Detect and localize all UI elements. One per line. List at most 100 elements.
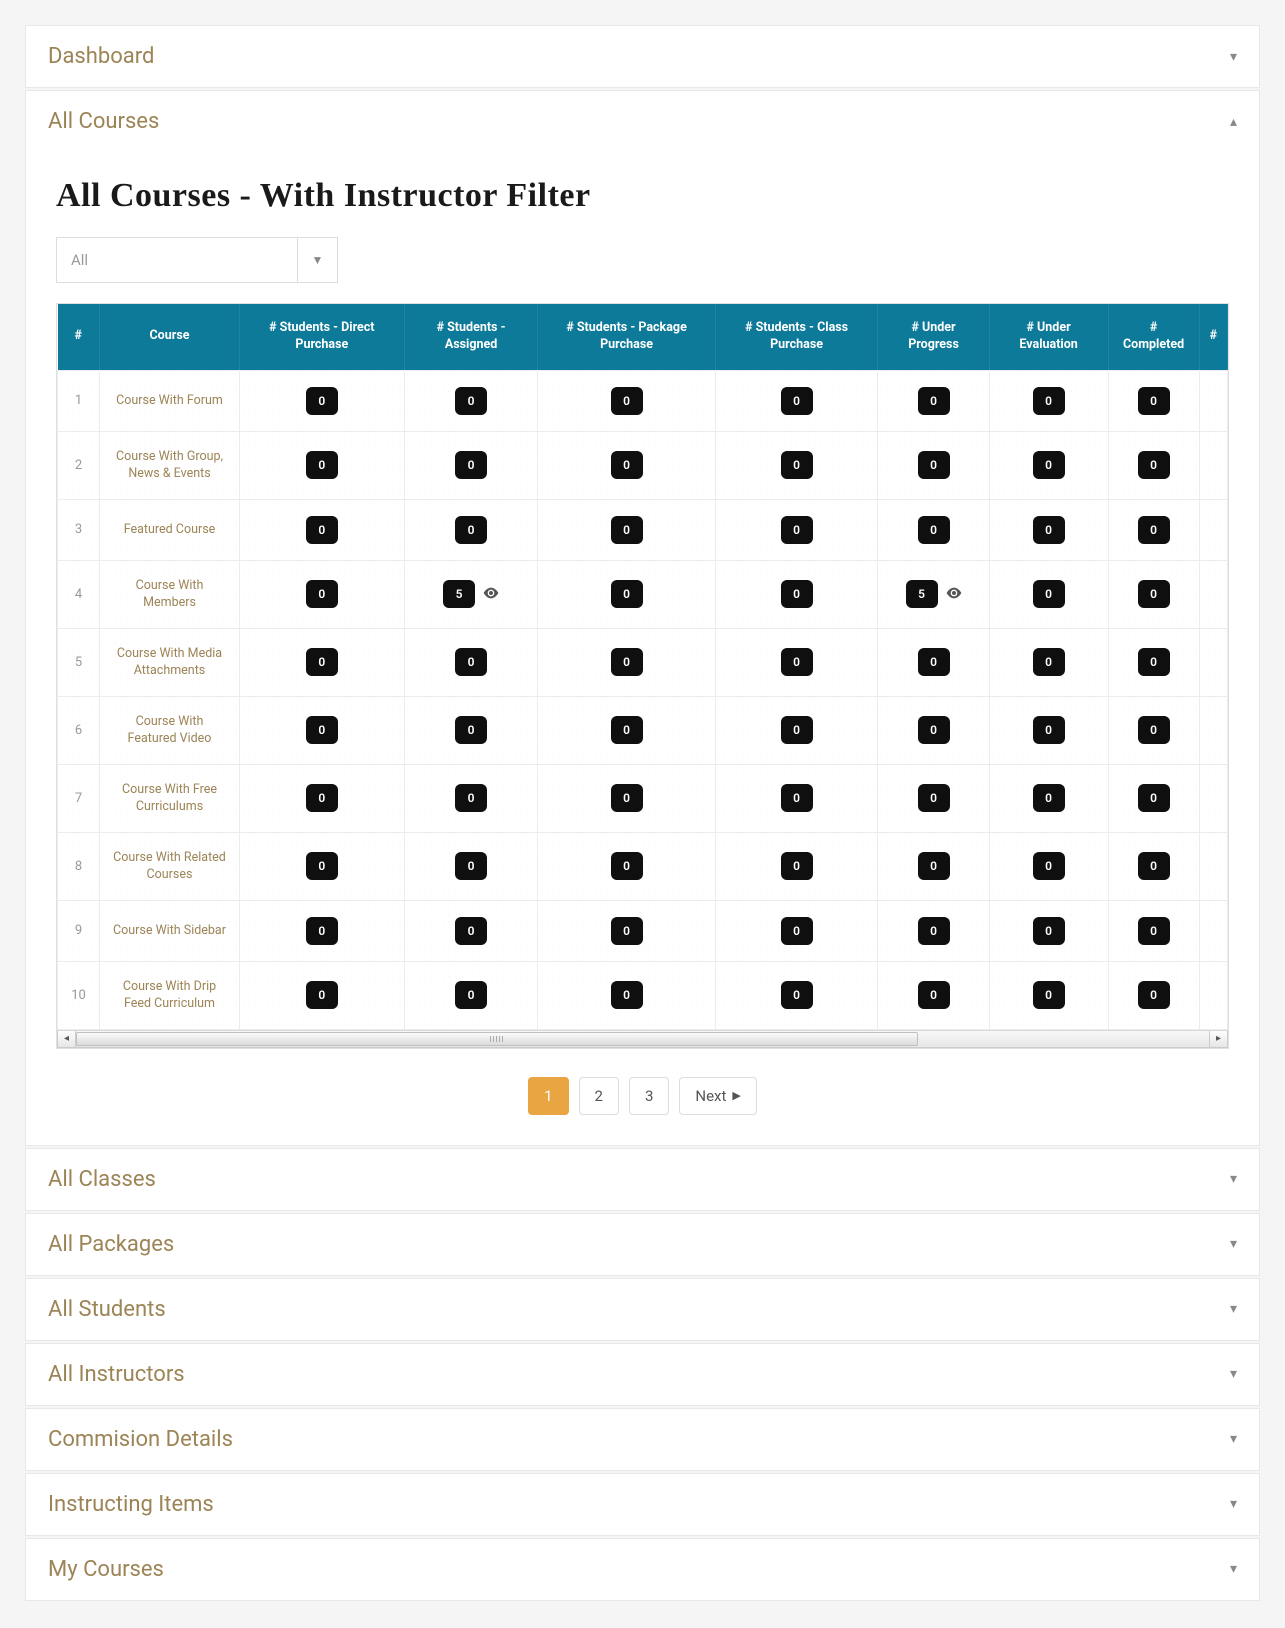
count-badge: 0 <box>306 451 338 479</box>
table-row: 1Course With Forum0000000 <box>58 370 1228 431</box>
accordion-item-dashboard: Dashboard ▾ <box>25 25 1260 88</box>
course-name-cell[interactable]: Course With Related Courses <box>100 832 240 900</box>
course-name-cell[interactable]: Course With Sidebar <box>100 900 240 961</box>
metric-cell: 0 <box>715 628 878 696</box>
count-badge: 5 <box>443 580 475 608</box>
table-row: 3Featured Course0000000 <box>58 499 1228 560</box>
count-badge: 0 <box>781 648 813 676</box>
accordion-body-all-courses: All Courses - With Instructor Filter All… <box>26 152 1259 1145</box>
metric-cell: 0 <box>538 764 715 832</box>
count-badge: 0 <box>918 387 950 415</box>
eye-icon[interactable] <box>946 587 962 603</box>
chevron-up-icon: ▴ <box>1230 114 1237 130</box>
count-badge: 0 <box>455 981 487 1009</box>
metric-cell: 0 <box>240 961 405 1029</box>
accordion-label: Dashboard <box>48 44 154 69</box>
chevron-down-icon: ▾ <box>1230 49 1237 65</box>
metric-cell: 0 <box>1108 560 1199 628</box>
overflow-cell <box>1199 900 1227 961</box>
count-badge: 0 <box>1138 451 1170 479</box>
overflow-cell <box>1199 560 1227 628</box>
metric-cell: 0 <box>715 431 878 499</box>
count-badge: 0 <box>918 451 950 479</box>
course-name-cell[interactable]: Course With Group, News & Events <box>100 431 240 499</box>
metric-cell: 0 <box>715 370 878 431</box>
metric-cell: 0 <box>240 900 405 961</box>
accordion-header-all-packages[interactable]: All Packages ▾ <box>26 1214 1259 1275</box>
course-name-cell[interactable]: Course With Forum <box>100 370 240 431</box>
count-badge: 0 <box>1033 917 1065 945</box>
count-badge: 0 <box>306 784 338 812</box>
course-name-cell[interactable]: Course With Drip Feed Curriculum <box>100 961 240 1029</box>
course-name-cell[interactable]: Featured Course <box>100 499 240 560</box>
metric-cell: 0 <box>1108 832 1199 900</box>
accordion-header-instructing-items[interactable]: Instructing Items ▾ <box>26 1474 1259 1535</box>
accordion-item-commission-details: Commision Details ▾ <box>25 1408 1260 1471</box>
row-index: 6 <box>58 696 100 764</box>
course-name-cell[interactable]: Course With Featured Video <box>100 696 240 764</box>
row-index: 2 <box>58 431 100 499</box>
page-button-1[interactable]: 1 <box>528 1077 568 1115</box>
horizontal-scrollbar[interactable]: ◂ ▸ <box>57 1030 1228 1048</box>
metric-cell: 0 <box>240 370 405 431</box>
table-row: 4Course With Members0500500 <box>58 560 1228 628</box>
accordion-header-commission-details[interactable]: Commision Details ▾ <box>26 1409 1259 1470</box>
metric-cell: 0 <box>878 628 989 696</box>
scroll-right-arrow-icon[interactable]: ▸ <box>1209 1031 1227 1047</box>
chevron-down-icon: ▼ <box>297 238 337 282</box>
chevron-down-icon: ▾ <box>1230 1236 1237 1252</box>
accordion-item-all-courses: All Courses ▴ All Courses - With Instruc… <box>25 90 1260 1146</box>
metric-cell: 0 <box>404 370 538 431</box>
metric-cell: 0 <box>240 499 405 560</box>
count-badge: 0 <box>1138 784 1170 812</box>
count-badge: 0 <box>306 852 338 880</box>
count-badge: 0 <box>611 580 643 608</box>
page-button-3[interactable]: 3 <box>629 1077 669 1115</box>
scroll-left-arrow-icon[interactable]: ◂ <box>58 1031 76 1047</box>
accordion-header-all-classes[interactable]: All Classes ▾ <box>26 1149 1259 1210</box>
accordion-header-all-instructors[interactable]: All Instructors ▾ <box>26 1344 1259 1405</box>
accordion-label: My Courses <box>48 1557 164 1582</box>
course-name-cell[interactable]: Course With Members <box>100 560 240 628</box>
count-badge: 0 <box>455 852 487 880</box>
scroll-thumb[interactable] <box>76 1032 918 1046</box>
accordion-item-all-classes: All Classes ▾ <box>25 1148 1260 1211</box>
table-row: 10Course With Drip Feed Curriculum000000… <box>58 961 1228 1029</box>
course-name-cell[interactable]: Course With Free Curriculums <box>100 764 240 832</box>
metric-cell: 0 <box>404 961 538 1029</box>
chevron-down-icon: ▾ <box>1230 1301 1237 1317</box>
count-badge: 0 <box>1033 580 1065 608</box>
row-index: 4 <box>58 560 100 628</box>
accordion-header-my-courses[interactable]: My Courses ▾ <box>26 1539 1259 1600</box>
instructor-filter-select[interactable]: All ▼ <box>56 237 338 283</box>
metric-cell: 0 <box>989 696 1108 764</box>
eye-icon[interactable] <box>483 587 499 603</box>
accordion-header-all-students[interactable]: All Students ▾ <box>26 1279 1259 1340</box>
metric-cell: 0 <box>404 628 538 696</box>
metric-cell: 0 <box>715 560 878 628</box>
table-row: 9Course With Sidebar0000000 <box>58 900 1228 961</box>
metric-cell: 0 <box>240 560 405 628</box>
courses-table-wrapper: #Course# Students - Direct Purchase# Stu… <box>56 303 1229 1049</box>
count-badge: 0 <box>455 516 487 544</box>
table-row: 2Course With Group, News & Events0000000 <box>58 431 1228 499</box>
page-button-2[interactable]: 2 <box>579 1077 619 1115</box>
table-row: 5Course With Media Attachments0000000 <box>58 628 1228 696</box>
accordion-header-all-courses[interactable]: All Courses ▴ <box>26 91 1259 152</box>
count-badge: 0 <box>1138 716 1170 744</box>
row-index: 1 <box>58 370 100 431</box>
metric-cell: 0 <box>878 764 989 832</box>
select-value: All <box>57 238 297 282</box>
accordion-header-dashboard[interactable]: Dashboard ▾ <box>26 26 1259 87</box>
page-next-button[interactable]: Next▶ <box>679 1077 756 1115</box>
count-badge: 5 <box>906 580 938 608</box>
overflow-cell <box>1199 961 1227 1029</box>
count-badge: 0 <box>611 917 643 945</box>
accordion-label: All Courses <box>48 109 159 134</box>
metric-cell: 0 <box>878 370 989 431</box>
count-badge: 0 <box>611 716 643 744</box>
course-name-cell[interactable]: Course With Media Attachments <box>100 628 240 696</box>
count-badge: 0 <box>781 981 813 1009</box>
metric-cell: 0 <box>989 764 1108 832</box>
metric-cell: 0 <box>240 696 405 764</box>
